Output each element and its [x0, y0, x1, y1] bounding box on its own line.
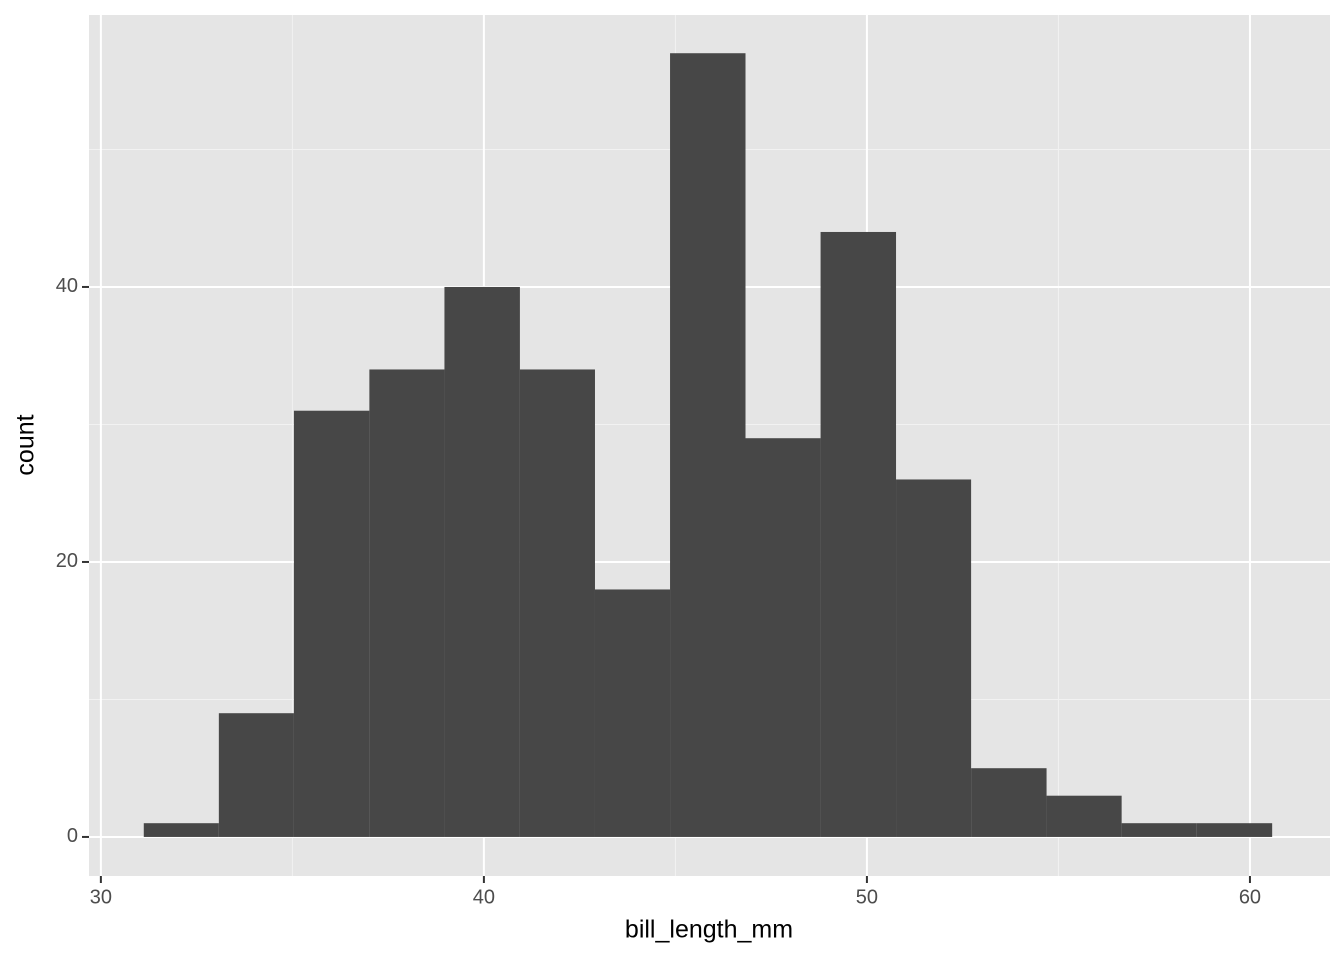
- bar: [369, 369, 445, 837]
- y-tick-label: 40: [56, 275, 78, 297]
- bar: [670, 53, 746, 837]
- bar: [293, 410, 370, 837]
- y-axis-title: count: [12, 414, 40, 475]
- bar: [519, 369, 595, 837]
- bar: [143, 823, 219, 837]
- bar: [820, 231, 897, 837]
- bar: [1046, 795, 1122, 837]
- y-tick-label: 20: [56, 550, 78, 572]
- bar: [745, 438, 821, 837]
- x-tick-label: 60: [1239, 886, 1261, 908]
- bar: [594, 589, 671, 837]
- x-tick-label: 30: [90, 886, 112, 908]
- x-axis-title: bill_length_mm: [625, 916, 793, 944]
- bar: [896, 479, 972, 837]
- y-tick-label: 0: [67, 825, 78, 847]
- bar: [444, 286, 520, 837]
- bar: [218, 713, 294, 837]
- x-tick-label: 50: [856, 886, 878, 908]
- x-tick-label: 40: [473, 886, 495, 908]
- bar: [1121, 823, 1197, 837]
- bar: [971, 768, 1047, 837]
- bar: [1196, 823, 1273, 837]
